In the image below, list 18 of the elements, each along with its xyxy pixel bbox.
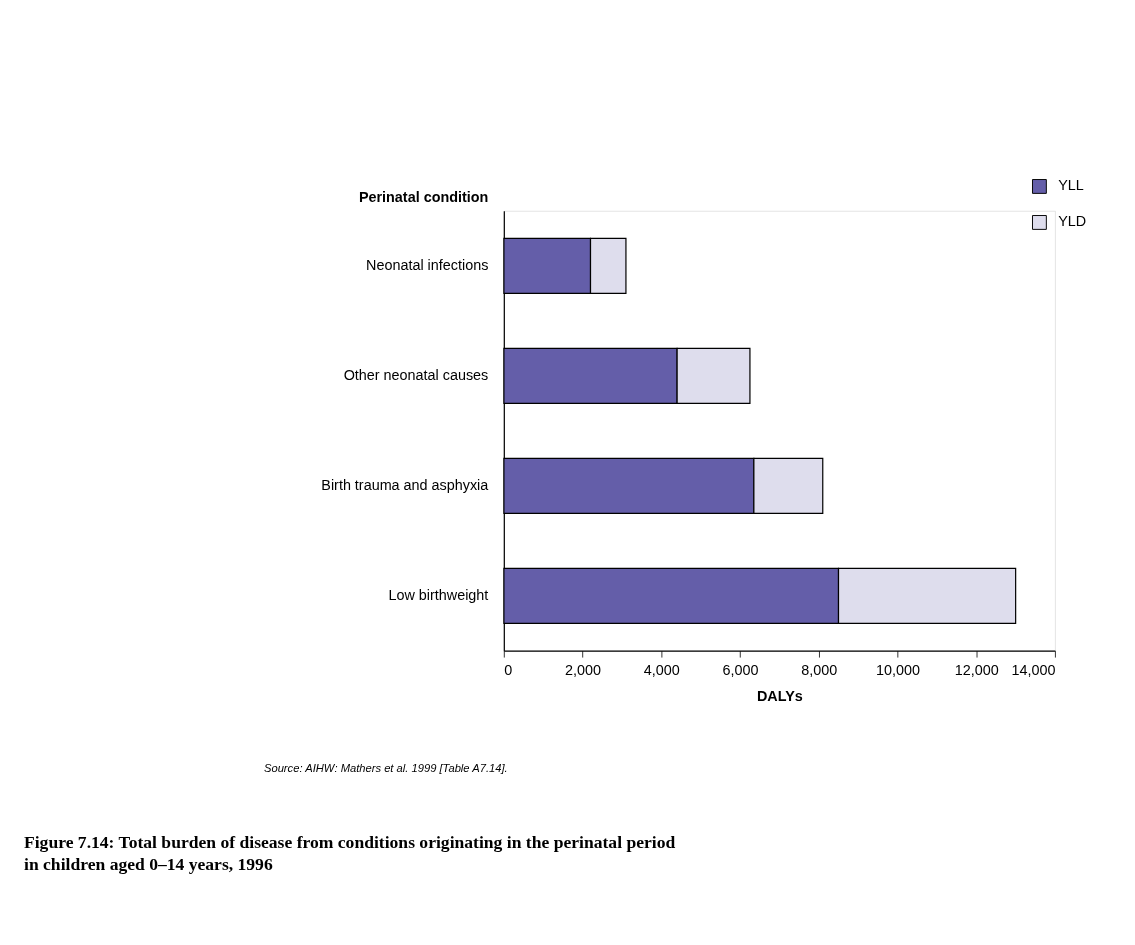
text: Figure 7.14: Total burden of disease from conditions originating in the perinatal period in children aged 0–14 years, 1996	[24, 831, 676, 874]
x-axis-title: DALYs	[756, 687, 803, 704]
x-tick-label: 2,000	[565, 662, 602, 679]
legend-label: YLL	[1058, 177, 1084, 194]
x-tick-label: 14,000	[1011, 662, 1056, 679]
x-tick-label: 0	[504, 662, 513, 679]
x-tick-label: 6,000	[722, 662, 759, 679]
x-tick-label: 12,000	[954, 662, 999, 679]
legend-label: YLD	[1058, 213, 1087, 230]
x-tick-label: 4,000	[643, 662, 680, 679]
x-tick-label: 8,000	[801, 662, 838, 679]
y-tick-label: Birth trauma and asphyxia	[321, 476, 489, 493]
x-tick-label: 10,000	[875, 662, 920, 679]
y-tick-label: Neonatal infections	[366, 256, 489, 273]
source-note: Source: AIHW: Mathers et al. 1999 [Table A7.14].	[263, 761, 508, 774]
y-axis-title: Perinatal condition	[358, 188, 489, 205]
y-tick-label: Other neonatal causes	[343, 366, 489, 383]
y-tick-label: Low birthweight	[388, 586, 489, 603]
